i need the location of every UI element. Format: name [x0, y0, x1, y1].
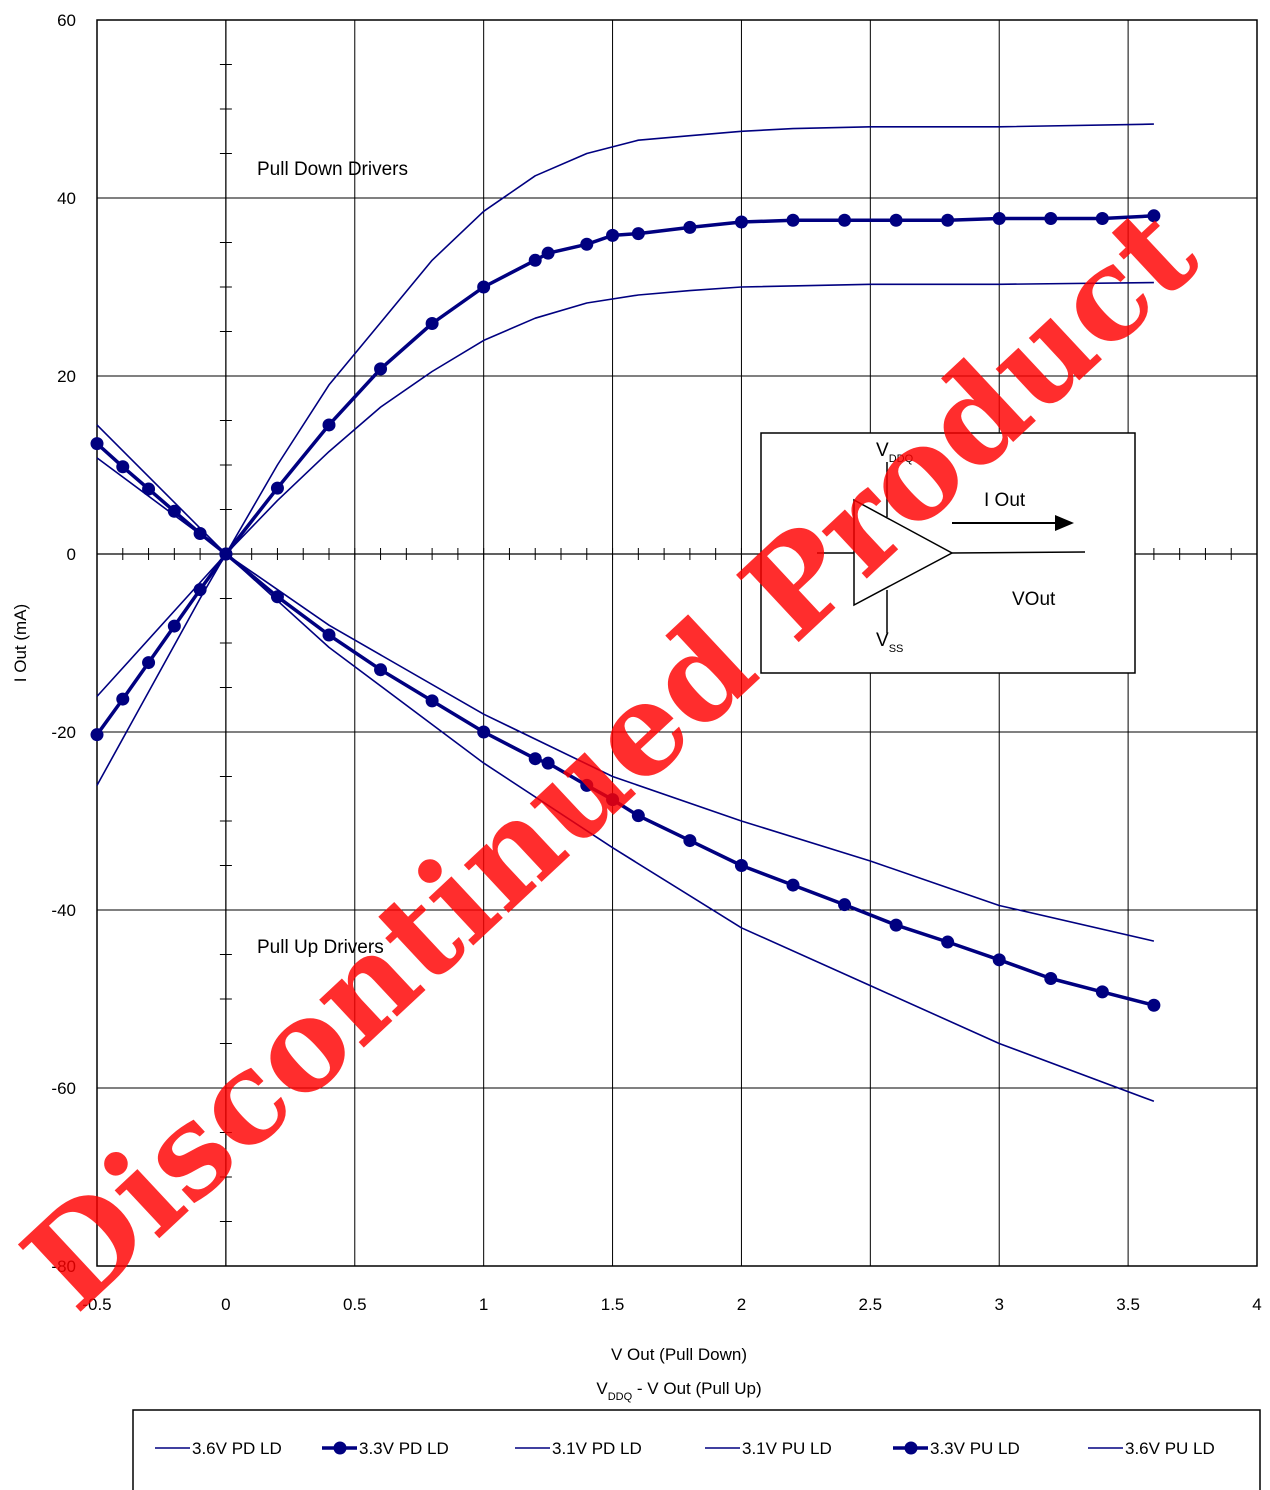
pull-up-annotation: Pull Up Drivers	[257, 937, 384, 958]
y-tick-label: 20	[57, 367, 76, 386]
x-tick-label: 2.5	[859, 1295, 883, 1314]
buffer-schematic-inset: VDDQ VSS I Out VOut	[760, 432, 1136, 674]
legend-label-3-3v-pu-ld: 3.3V PU LD	[930, 1439, 1020, 1458]
data-point-3-3v-pd-ld	[374, 362, 388, 376]
data-point-3-3v-pu-ld	[270, 590, 284, 604]
output-wire	[951, 551, 1086, 554]
current-arrow-head-icon	[1055, 515, 1074, 531]
series-line-3-3v-pd-ld	[95, 214, 1154, 736]
legend-label-3-6v-pd-ld: 3.6V PD LD	[192, 1439, 282, 1458]
y-tick-label: -20	[51, 723, 76, 742]
data-point-3-3v-pd-ld	[992, 211, 1006, 225]
data-point-3-3v-pd-ld	[116, 692, 130, 706]
data-point-3-3v-pd-ld	[1147, 209, 1161, 223]
x-axis-title-line1: V Out (Pull Down)	[611, 1345, 747, 1364]
x-tick-label: 0.5	[343, 1295, 367, 1314]
y-tick-label: -80	[51, 1257, 76, 1276]
vout-label: VOut	[1012, 589, 1056, 610]
data-point-3-3v-pd-ld	[786, 213, 800, 227]
data-point-3-3v-pu-ld	[193, 527, 207, 541]
data-point-3-3v-pu-ld	[142, 482, 156, 496]
data-point-3-3v-pu-ld	[322, 628, 336, 642]
y-tick-label: -40	[51, 901, 76, 920]
series-line-3-6v-pd-ld	[96, 123, 1154, 786]
data-point-3-3v-pd-ld	[606, 228, 620, 242]
vddq-label: VDDQ	[876, 440, 914, 465]
y-tick-label: 60	[57, 11, 76, 30]
series-line-3-6v-pu-ld	[96, 424, 1155, 1103]
iout-label: I Out	[984, 490, 1026, 511]
tick-labels: -0.5 0 0.5 1 1.5 2 2.5 3 3.5 4 60 40 20 0 -20 -40 -60 -80	[51, 11, 1261, 1314]
legend-marker-3-3v-pd-ld	[333, 1441, 347, 1455]
series-line-3-1v-pd-ld	[96, 281, 1154, 697]
legend-label-3-1v-pu-ld: 3.1V PU LD	[742, 1439, 832, 1458]
data-point-3-3v-pd-ld	[889, 213, 903, 227]
x-tick-label: 2	[737, 1295, 746, 1314]
data-point-3-3v-pd-ld	[941, 213, 955, 227]
vss-label: VSS	[876, 630, 903, 655]
y-tick-label: 0	[67, 545, 76, 564]
data-point-3-3v-pd-ld	[322, 418, 336, 432]
legend: 3.6V PD LD 3.3V PD LD 3.1V PD LD 3.1V PU LD…	[132, 1409, 1261, 1490]
data-point-3-3v-pd-ld	[1095, 211, 1109, 225]
data-point-3-3v-pu-ld	[167, 504, 181, 518]
data-point-3-3v-pd-ld	[167, 619, 181, 633]
data-point-3-3v-pd-ld	[142, 656, 156, 670]
legend-marker-3-3v-pu-ld	[904, 1441, 918, 1455]
data-point-3-3v-pd-ld	[1044, 211, 1058, 225]
y-tick-label: 40	[57, 189, 76, 208]
x-tick-label: 1.5	[601, 1295, 625, 1314]
data-point-3-3v-pu-ld	[90, 437, 104, 451]
legend-label-3-1v-pd-ld: 3.1V PD LD	[552, 1439, 642, 1458]
data-point-3-3v-pu-ld	[838, 898, 852, 912]
data-point-3-3v-pu-ld	[1044, 972, 1058, 986]
data-point-3-3v-pd-ld	[541, 246, 555, 260]
data-point-3-3v-pu-ld	[374, 663, 388, 677]
data-point-3-3v-pd-ld	[193, 583, 207, 597]
legend-label-3-3v-pd-ld: 3.3V PD LD	[359, 1439, 449, 1458]
data-point-3-3v-pu-ld	[683, 834, 697, 848]
x-tick-label: 3.5	[1116, 1295, 1140, 1314]
data-point-3-3v-pd-ld	[734, 215, 748, 229]
data-point-3-3v-pu-ld	[631, 809, 645, 823]
data-point-3-3v-pd-ld	[528, 253, 542, 267]
x-tick-label: 0	[221, 1295, 230, 1314]
data-point-3-3v-pd-ld	[270, 481, 284, 495]
data-point-3-3v-pu-ld	[1147, 998, 1161, 1012]
data-point-3-3v-pu-ld	[116, 460, 130, 474]
legend-frame	[132, 1409, 1261, 1490]
data-point-3-3v-pd-ld	[477, 280, 491, 294]
x-tick-label: 4	[1252, 1295, 1261, 1314]
data-point-3-3v-pu-ld	[992, 953, 1006, 967]
data-point-3-3v-pu-ld	[425, 694, 439, 708]
data-point-3-3v-pd-ld	[838, 213, 852, 227]
plot-area-frame	[96, 19, 1258, 1267]
data-point-3-3v-pd-ld	[683, 220, 697, 234]
data-point-3-3v-pu-ld	[477, 725, 491, 739]
data-point-3-3v-pu-ld	[1095, 985, 1109, 999]
pull-down-annotation: Pull Down Drivers	[257, 159, 408, 180]
legend-label-3-6v-pu-ld: 3.6V PU LD	[1125, 1439, 1215, 1458]
data-point-3-3v-pu-ld	[528, 752, 542, 766]
data-point-3-3v-pd-ld	[425, 316, 439, 330]
x-tick-label: 1	[479, 1295, 488, 1314]
y-tick-label: -60	[51, 1079, 76, 1098]
data-point-3-3v-pu-ld	[580, 778, 594, 792]
data-point-3-3v-pd-ld	[631, 227, 645, 241]
data-point-3-3v-pu-ld	[941, 935, 955, 949]
x-axis-title-line2: VDDQ - V Out (Pull Up)	[596, 1379, 761, 1403]
data-point-3-3v-pu-ld	[889, 918, 903, 932]
y-axis-title: I Out (mA)	[11, 604, 30, 682]
data-point-3-3v-pd-ld	[580, 237, 594, 251]
data-point-3-3v-pu-ld	[786, 878, 800, 892]
series-lines	[90, 123, 1161, 1103]
data-point-3-3v-pd-ld	[90, 728, 104, 742]
data-point-3-3v-pu-ld	[541, 756, 555, 770]
x-tick-label: 3	[994, 1295, 1003, 1314]
x-tick-label: -0.5	[82, 1295, 111, 1314]
data-point-3-3v-pu-ld	[734, 859, 748, 872]
data-point-3-3v-pu-ld	[606, 793, 620, 807]
